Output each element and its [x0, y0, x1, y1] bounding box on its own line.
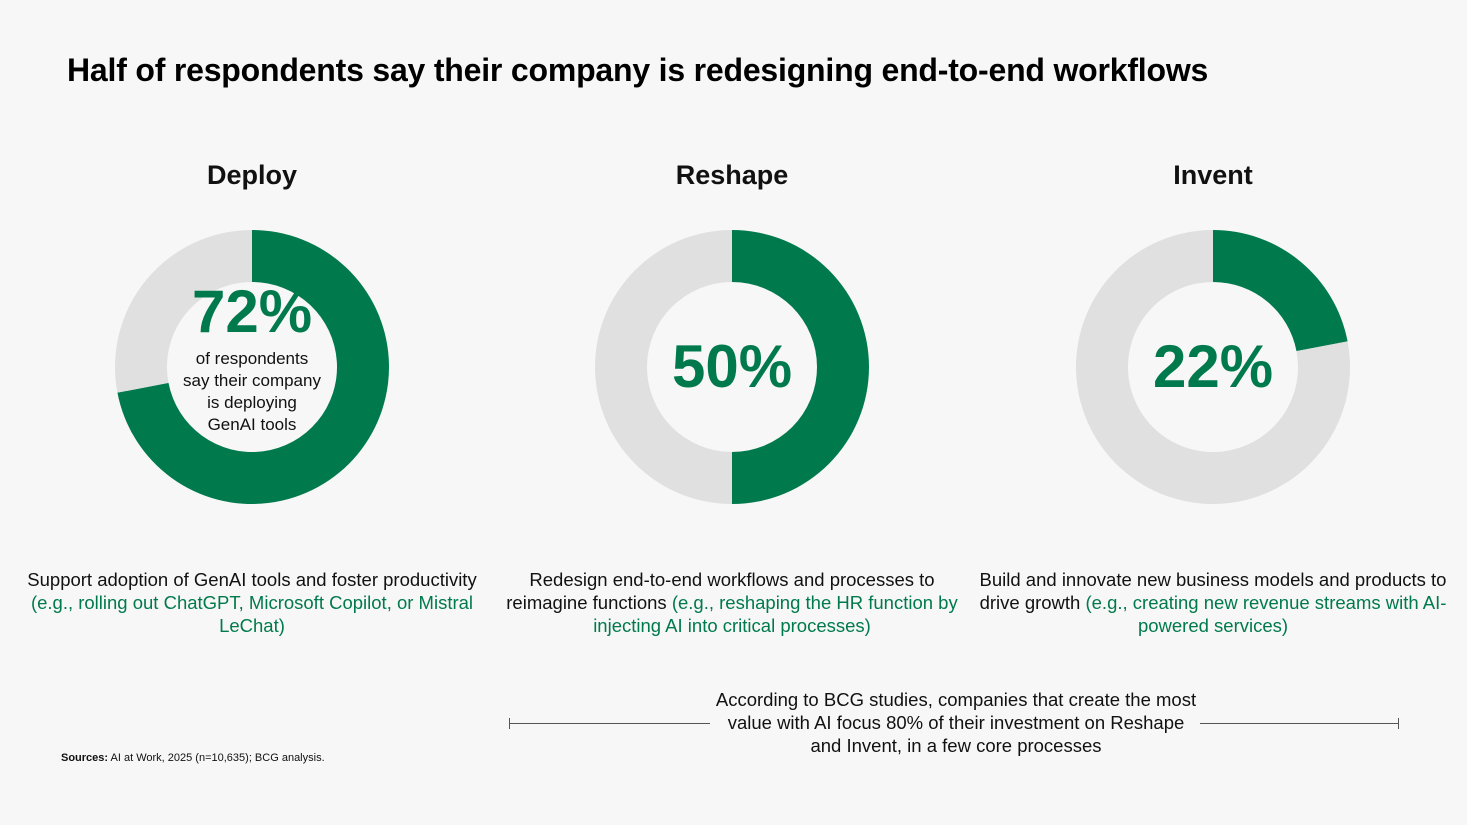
deploy-donut-chart: 72% of respondents say their company is … [115, 230, 389, 504]
reshape-column: Reshape 50% Redesign end-to-end workflow… [492, 0, 972, 660]
deploy-column: Deploy 72% of respondents say their comp… [12, 0, 492, 660]
deploy-description-example: (e.g., rolling out ChatGPT, Microsoft Co… [30, 592, 474, 636]
source-label: Sources: [61, 752, 109, 764]
invent-percentage: 22% [1152, 333, 1274, 400]
deploy-description: Support adoption of GenAI tools and fost… [12, 568, 492, 637]
reshape-description-example: (e.g., reshaping the HR function by inje… [593, 592, 958, 636]
invent-column: Invent 22% Build and innovate new busine… [973, 0, 1453, 660]
deploy-description-text: Support adoption of GenAI tools and fost… [27, 569, 477, 590]
invent-remainder-slice [1076, 230, 1350, 504]
reshape-donut-svg [595, 230, 869, 504]
deploy-center-note: of respondents say their company is depl… [183, 349, 321, 434]
note-right-line [1200, 723, 1399, 724]
bcg-note: According to BCG studies, companies that… [508, 688, 1400, 758]
source-text: AI at Work, 2025 (n=10,635); BCG analysi… [108, 752, 325, 764]
invent-value-slice [1213, 230, 1348, 352]
note-right-tick [1398, 718, 1399, 729]
invent-description-text: Build and innovate new business models a… [979, 569, 1447, 613]
deploy-remainder-slice [115, 230, 252, 393]
invent-description: Build and innovate new business models a… [973, 568, 1453, 637]
page-title: Half of respondents say their company is… [67, 52, 1209, 88]
invent-donut-svg [1076, 230, 1350, 504]
deploy-heading: Deploy [206, 160, 298, 190]
note-left-line [509, 723, 710, 724]
reshape-percentage: 50% [671, 333, 793, 400]
note-text: According to BCG studies, companies that… [715, 689, 1197, 756]
deploy-percentage: 72% [191, 278, 313, 345]
reshape-remainder-slice [595, 230, 732, 504]
source-footnote: Sources: AI at Work, 2025 (n=10,635); BC… [61, 752, 325, 764]
reshape-value-slice [732, 230, 869, 504]
reshape-description-text: Redesign end-to-end workflows and proces… [506, 569, 935, 613]
deploy-donut-svg [115, 230, 389, 504]
reshape-heading: Reshape [675, 160, 789, 190]
invent-heading: Invent [1173, 160, 1253, 190]
reshape-donut-chart: 50% [595, 230, 869, 504]
invent-description-example: (e.g., creating new revenue streams with… [1085, 592, 1447, 636]
reshape-description: Redesign end-to-end workflows and proces… [492, 568, 972, 637]
deploy-value-slice [117, 230, 389, 504]
invent-donut-chart: 22% [1076, 230, 1350, 504]
